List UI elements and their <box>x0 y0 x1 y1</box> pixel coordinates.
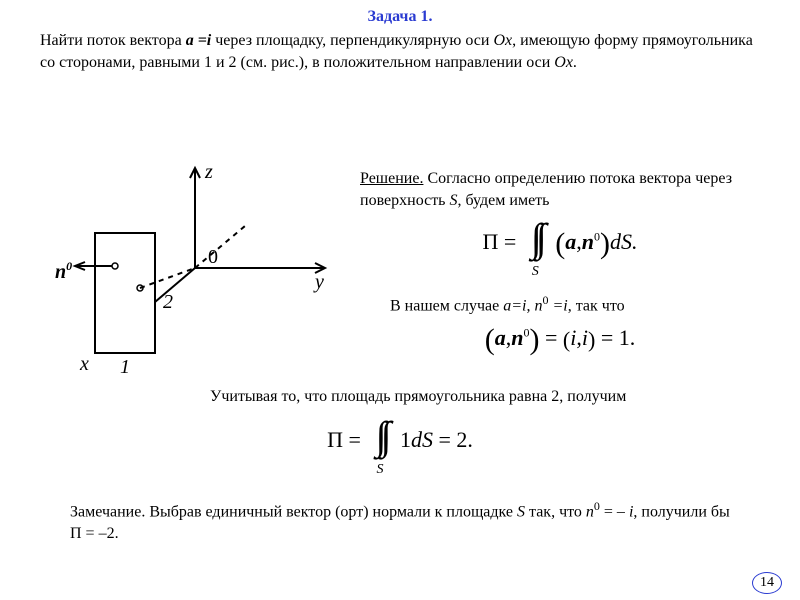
remark-text: Замечание. Выбрав единичный вектор (орт)… <box>70 498 740 545</box>
axis-ox-1: Ox <box>493 32 512 49</box>
case-end: , так что <box>568 297 625 314</box>
solution-intro-tail: , будем иметь <box>457 192 549 209</box>
dot-product-equation: (a,n0) = (i,i) = 1. <box>400 323 720 357</box>
problem-text-prefix: Найти поток вектора <box>40 32 186 49</box>
normal-vector-label: n0 <box>55 259 72 283</box>
vec-n-eq: n <box>582 229 594 254</box>
axis-ox-2: Ox <box>554 54 573 71</box>
flux-definition-equation: П = ∫∫ S (a,n0)dS. <box>400 220 720 268</box>
page-number-badge: 14 <box>752 572 782 594</box>
n0-equals-i: =i <box>548 297 567 314</box>
solution-area-text: Учитывая то, что площадь прямоугольника … <box>210 388 800 406</box>
axis-y-label: y <box>313 271 324 293</box>
solution-case: В нашем случае a=i, n0 =i, так что <box>390 293 780 315</box>
dS-2: dS <box>411 427 433 452</box>
flux-result-equation: П = ∫∫ S 1dS = 2. <box>0 418 800 466</box>
integral-domain-S-2: S <box>376 462 383 478</box>
problem-text-end: . <box>573 54 577 71</box>
vector-a: a <box>186 32 194 49</box>
dS: dS. <box>610 229 638 254</box>
problem-title: Задача 1. <box>0 8 800 26</box>
remark-S: S <box>517 503 525 520</box>
problem-text-mid1: через площадку, перпендикулярную оси <box>211 32 493 49</box>
double-integral-icon-2: ∫∫ S <box>366 418 394 466</box>
pi-symbol: П <box>482 229 498 254</box>
integrand-one: 1 <box>400 427 411 452</box>
vec-a-eq2: a <box>495 325 506 350</box>
vec-n-eq2: n <box>511 325 523 350</box>
side-1-label: 1 <box>120 356 130 378</box>
integral-domain-S: S <box>532 264 539 280</box>
remark-n0: n <box>586 503 594 520</box>
double-integral-icon: ∫∫ S <box>522 220 550 268</box>
equals-i: =i <box>194 32 212 49</box>
solution-word: Решение. <box>360 170 423 187</box>
pi-symbol-2: П <box>327 427 343 452</box>
remark-eq: = – <box>600 503 629 520</box>
origin-label: 0 <box>208 246 218 268</box>
case-prefix: В нашем случае <box>390 297 503 314</box>
remark-mid: так, что <box>525 503 586 520</box>
remark-prefix: Замечание. Выбрав единичный вектор (орт)… <box>70 503 517 520</box>
coordinate-figure: z y x 0 n0 1 2 <box>40 158 340 378</box>
result-1: 1. <box>619 325 636 350</box>
a-equals-i: a=i <box>503 297 526 314</box>
axis-z-label: z <box>204 161 213 183</box>
result-2: 2. <box>456 427 473 452</box>
vec-a-eq: a <box>565 229 576 254</box>
axis-x-label: x <box>79 353 89 375</box>
problem-statement: Найти поток вектора a =i через площадку,… <box>40 30 764 73</box>
solution-intro: Решение. Согласно определению потока век… <box>360 168 780 211</box>
side-2-label: 2 <box>163 291 173 313</box>
